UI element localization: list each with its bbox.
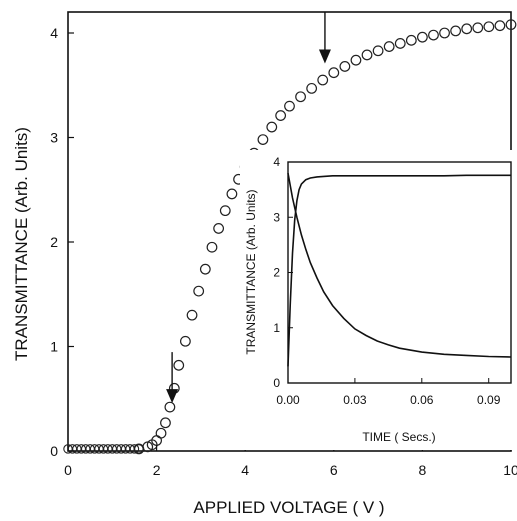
data-point: [372, 45, 384, 57]
data-point: [155, 427, 167, 439]
data-point: [199, 263, 211, 275]
data-point: [193, 285, 205, 297]
x-tick-label: 2: [153, 462, 161, 478]
data-point: [275, 110, 287, 121]
data-point: [428, 29, 439, 41]
data-point: [350, 54, 362, 66]
inset-panel: [240, 150, 515, 450]
y-tick-label: 3: [50, 130, 58, 146]
inset-x-tick-label: 0.00: [276, 393, 300, 407]
data-point: [186, 309, 198, 321]
data-point: [164, 401, 176, 413]
data-point: [295, 91, 306, 103]
data-point: [494, 20, 506, 32]
x-tick-label: 10: [503, 462, 517, 478]
data-point: [317, 74, 329, 86]
data-point: [361, 49, 373, 61]
arrow-head: [318, 49, 331, 64]
inset-y-tick-label: 2: [273, 266, 280, 280]
data-point: [483, 21, 495, 33]
inset-y-tick-label: 4: [273, 155, 280, 169]
data-point: [339, 61, 351, 72]
data-point: [394, 38, 406, 49]
x-axis-label: APPLIED VOLTAGE ( V ): [193, 498, 384, 517]
data-point: [226, 188, 238, 200]
y-tick-label: 1: [50, 339, 58, 355]
y-tick-label: 0: [50, 443, 58, 459]
data-point: [505, 19, 517, 31]
arrow-head: [166, 389, 179, 404]
data-point: [179, 335, 191, 347]
inset-y-axis-label: TRANSMITTANCE (Arb. Units): [244, 189, 258, 354]
x-tick-label: 6: [330, 462, 338, 478]
data-point: [206, 241, 218, 253]
inset-series: [287, 172, 512, 367]
inset-background: [240, 150, 515, 450]
x-tick-label: 0: [64, 462, 72, 478]
data-point: [213, 223, 225, 234]
decay-curve: [287, 172, 512, 358]
y-tick-label: 4: [50, 25, 58, 41]
data-point: [383, 41, 395, 52]
inset-ticks: 0.00 0.03 0.06 0.09 0 1 2 3 4: [273, 155, 500, 407]
data-point: [328, 67, 340, 79]
data-point: [173, 359, 185, 371]
main-annotations: [166, 12, 331, 404]
data-point: [405, 34, 417, 46]
data-point: [266, 121, 278, 133]
data-point: [129, 444, 140, 454]
inset-y-tick-label: 1: [273, 321, 280, 335]
data-point: [306, 82, 318, 94]
inset-x-tick-label: 0.06: [410, 393, 434, 407]
data-point: [417, 31, 428, 43]
inset-x-tick-label: 0.09: [477, 393, 501, 407]
y-tick-label: 2: [50, 234, 58, 250]
data-point: [219, 205, 231, 217]
y-axis-label: TRANSMITTANCE (Arb. Units): [12, 127, 31, 361]
data-point: [450, 25, 462, 37]
inset-y-tick-label: 3: [273, 210, 280, 224]
data-point: [160, 417, 171, 429]
x-tick-label: 8: [419, 462, 427, 478]
data-point: [472, 22, 484, 34]
data-point: [257, 134, 269, 145]
inset-x-tick-label: 0.03: [343, 393, 367, 407]
inset-x-axis-label: TIME ( Secs.): [362, 430, 435, 444]
x-tick-label: 4: [241, 462, 249, 478]
inset-y-tick-label: 0: [273, 376, 280, 390]
data-point: [284, 100, 295, 112]
main-data-points: [63, 19, 517, 455]
data-point: [439, 27, 450, 39]
data-point: [461, 23, 473, 35]
